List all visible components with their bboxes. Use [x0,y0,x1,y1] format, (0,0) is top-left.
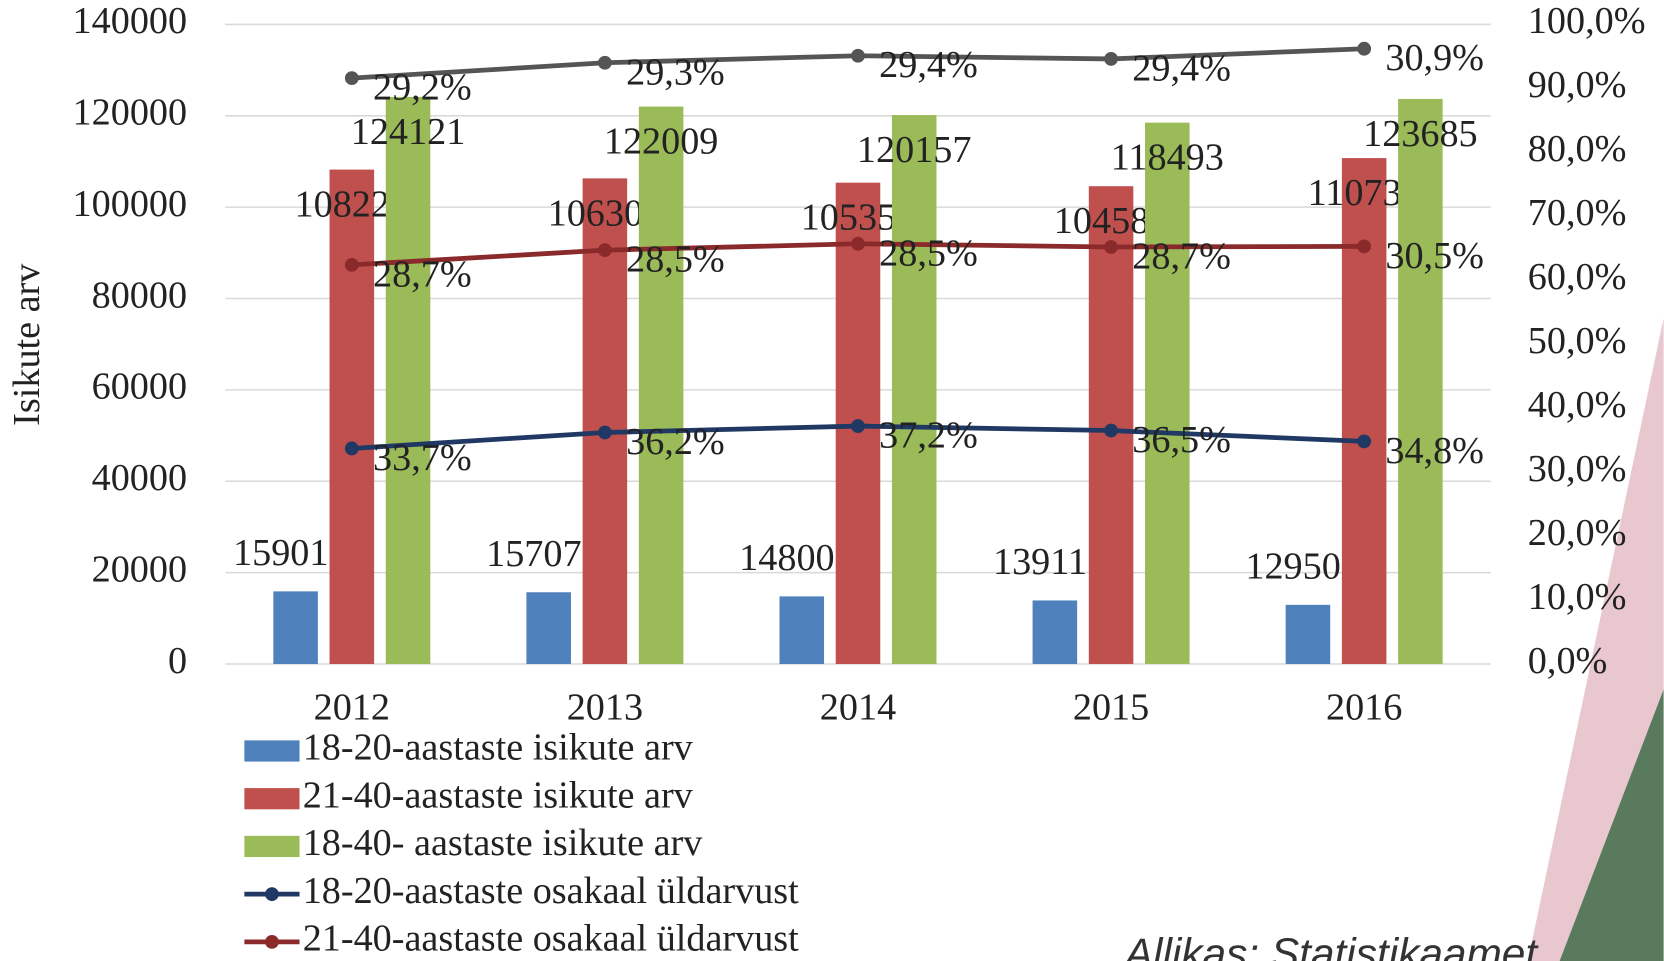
legend-swatch [244,740,300,762]
data-label: 30,5% [1385,235,1484,277]
data-label: 36,5% [1132,419,1231,461]
data-label: 15707 [486,533,581,575]
y2-tick-label: 30,0% [1528,448,1627,490]
x-tick-label: 2013 [567,686,643,728]
data-label: 33,7% [373,437,472,479]
legend-swatch [265,935,279,949]
y-tick-label: 0 [168,640,187,682]
data-label: 13911 [993,541,1087,583]
data-label: 29,2% [373,67,472,109]
bar [329,169,375,665]
y2-tick-label: 0,0% [1528,640,1608,682]
x-tick-label: 2015 [1073,686,1149,728]
line-marker [851,419,865,433]
y-tick-label: 140000 [73,0,188,42]
data-label: 36,2% [626,421,725,463]
data-label: 28,7% [1132,235,1231,277]
line-marker [1357,41,1372,56]
y2-tick-label: 80,0% [1528,128,1627,170]
line-marker [344,71,359,86]
x-tick-label: 2016 [1326,686,1402,728]
data-label: 29,4% [1132,47,1231,89]
data-label: 14800 [739,537,834,579]
line-marker [1104,240,1118,254]
line-marker [344,257,359,272]
legend-swatch [244,788,300,810]
y2-tick-label: 50,0% [1528,320,1627,362]
source: Allikas: Statistikaamet [1122,930,1540,961]
y-tick-label: 100000 [73,183,188,225]
bar [779,596,825,665]
bar [1032,600,1078,665]
data-label: 37,2% [879,415,978,457]
legend-swatch [265,887,279,902]
y-tick-label: 40000 [92,457,187,499]
line-marker [598,55,612,70]
legend-label: 18-40- aastaste isikute arv [303,822,704,864]
legend-swatch [244,835,300,858]
line-marker [598,425,612,440]
bar [385,96,431,665]
data-label: 28,7% [373,253,472,295]
y2-tick-label: 90,0% [1528,64,1627,106]
bar [1398,98,1443,665]
y2-tick-label: 60,0% [1528,256,1627,298]
x-tick-label: 2014 [820,686,896,728]
data-label: 29,4% [879,44,978,86]
bar [1145,122,1190,665]
line-marker [1357,434,1372,449]
legend-label: 21-40-aastaste isikute arv [303,774,694,816]
y2-tick-label: 40,0% [1528,384,1627,426]
data-label: 28,5% [626,239,725,281]
y-tick-label: 80000 [92,274,187,316]
bar [1341,158,1387,665]
line-marker [851,48,865,63]
bar [891,115,937,665]
data-label: 29,3% [626,51,725,93]
line-marker [1104,52,1118,66]
y-tick-label: 60000 [92,366,187,408]
data-label: 123685 [1363,113,1478,155]
line-marker [598,243,612,258]
bar [273,591,318,665]
legend-label: 21-40-aastaste osakaal üldarvust [303,918,799,960]
y-axis-label: Isikute arv [6,263,48,426]
line-marker [851,236,865,251]
data-label: 122009 [604,121,719,163]
y2-tick-label: 100,0% [1528,0,1646,42]
line-marker [344,441,359,456]
data-label: 28,5% [879,232,978,274]
bar [582,178,628,665]
bar [526,592,571,665]
data-label: 120157 [857,129,972,171]
decoration [1559,689,1664,961]
data-label: 34,8% [1385,430,1484,472]
data-label: 118493 [1111,137,1224,179]
line-marker [1357,239,1372,254]
data-label: 124121 [351,111,466,153]
y2-tick-label: 70,0% [1528,192,1627,234]
y-tick-label: 120000 [73,92,188,134]
line-marker [1104,423,1118,438]
y2-tick-label: 10,0% [1528,576,1627,618]
legend-label: 18-20-aastaste isikute arv [303,727,694,769]
x-tick-label: 2012 [314,686,390,728]
data-label: 30,9% [1385,37,1484,79]
data-label: 12950 [1245,546,1340,588]
y-tick-label: 20000 [92,548,187,590]
y2-tick-label: 20,0% [1528,512,1627,554]
bar [638,106,684,665]
legend-label: 18-20-aastaste osakaal üldarvust [303,870,799,912]
bar [1285,604,1331,665]
data-label: 15901 [233,532,328,574]
